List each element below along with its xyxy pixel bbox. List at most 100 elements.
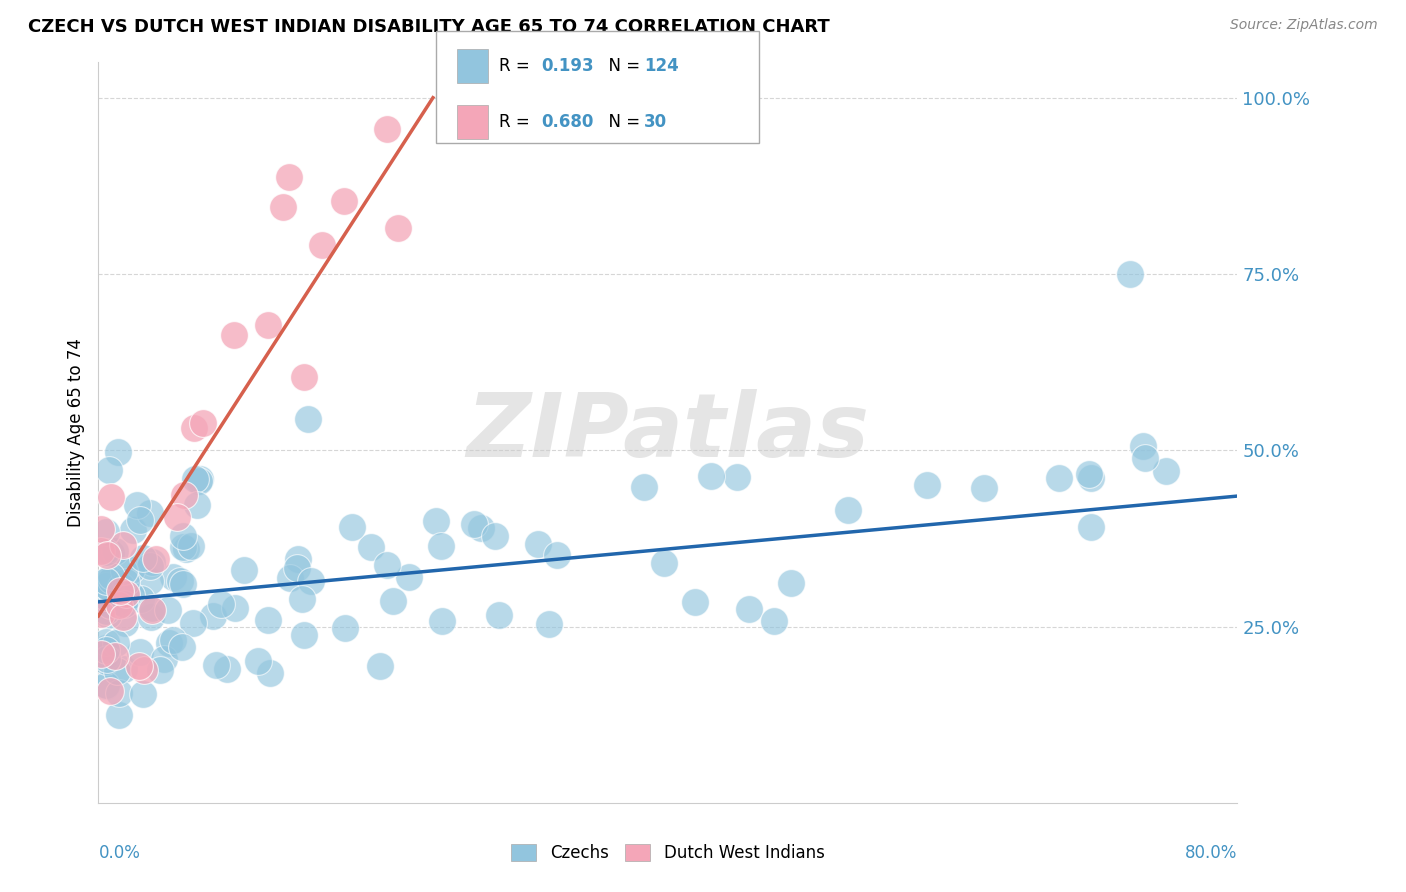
Point <box>94 590 117 604</box>
Point <box>115 574 138 589</box>
Point <box>333 194 356 208</box>
Point <box>169 574 191 589</box>
Point <box>425 514 447 528</box>
Point <box>94 654 117 668</box>
Point <box>488 607 510 622</box>
Point <box>166 509 188 524</box>
Point <box>1077 467 1099 482</box>
Point <box>224 327 246 342</box>
Point <box>725 470 748 484</box>
Point <box>96 652 118 666</box>
Text: 80.0%: 80.0% <box>1185 844 1237 862</box>
Point <box>98 598 121 612</box>
Point <box>463 516 485 531</box>
Point <box>90 607 112 621</box>
Point <box>94 649 117 664</box>
Point <box>97 593 120 607</box>
Point <box>215 662 238 676</box>
Point <box>201 609 224 624</box>
Point <box>204 658 226 673</box>
Point <box>172 576 194 591</box>
Legend: Czechs, Dutch West Indians: Czechs, Dutch West Indians <box>505 837 831 869</box>
Point <box>157 636 180 650</box>
Text: CZECH VS DUTCH WEST INDIAN DISABILITY AGE 65 TO 74 CORRELATION CHART: CZECH VS DUTCH WEST INDIAN DISABILITY AG… <box>28 18 830 36</box>
Point <box>94 678 117 692</box>
Point <box>94 545 117 559</box>
Point <box>120 563 142 577</box>
Point <box>280 571 302 585</box>
Point <box>700 469 723 483</box>
Point <box>172 640 194 655</box>
Point <box>98 462 121 476</box>
Point <box>141 601 163 615</box>
Point <box>209 597 232 611</box>
Point <box>546 548 568 562</box>
Point <box>100 546 122 560</box>
Point <box>527 537 550 551</box>
Point <box>1154 464 1177 478</box>
Point <box>387 220 409 235</box>
Point <box>1047 471 1070 485</box>
Point <box>108 584 131 599</box>
Point <box>1135 450 1157 465</box>
Point <box>132 687 155 701</box>
Point <box>134 663 156 677</box>
Point <box>291 591 314 606</box>
Point <box>94 579 117 593</box>
Point <box>94 643 117 657</box>
Point <box>112 564 135 578</box>
Point <box>122 523 145 537</box>
Text: 0.0%: 0.0% <box>98 844 141 862</box>
Point <box>105 636 128 650</box>
Point <box>100 490 122 504</box>
Text: Source: ZipAtlas.com: Source: ZipAtlas.com <box>1230 18 1378 32</box>
Point <box>181 616 204 631</box>
Text: 30: 30 <box>644 113 666 131</box>
Point <box>183 421 205 435</box>
Point <box>128 659 150 673</box>
Point <box>162 633 184 648</box>
Point <box>256 318 278 332</box>
Point <box>120 588 142 602</box>
Point <box>915 478 938 492</box>
Point <box>153 652 176 666</box>
Point <box>484 529 506 543</box>
Point <box>94 604 117 618</box>
Point <box>297 412 319 426</box>
Point <box>162 570 184 584</box>
Point <box>186 499 208 513</box>
Point <box>311 237 333 252</box>
Point <box>172 529 194 543</box>
Point <box>232 563 254 577</box>
Point <box>183 472 205 486</box>
Point <box>370 659 392 673</box>
Text: 124: 124 <box>644 57 679 75</box>
Y-axis label: Disability Age 65 to 74: Disability Age 65 to 74 <box>66 338 84 527</box>
Point <box>763 614 786 628</box>
Point <box>470 521 492 535</box>
Point <box>381 594 404 608</box>
Point <box>285 560 308 574</box>
Point <box>172 540 194 554</box>
Point <box>98 578 121 592</box>
Point <box>259 666 281 681</box>
Point <box>149 663 172 677</box>
Point <box>98 684 121 698</box>
Point <box>112 610 135 624</box>
Point <box>108 579 131 593</box>
Point <box>90 647 112 661</box>
Point <box>375 558 398 573</box>
Point <box>430 540 453 554</box>
Text: N =: N = <box>598 113 645 131</box>
Point <box>139 610 162 624</box>
Point <box>837 503 859 517</box>
Point <box>1132 439 1154 453</box>
Point <box>652 556 675 570</box>
Point <box>108 707 131 722</box>
Point <box>180 539 202 553</box>
Point <box>537 616 560 631</box>
Text: ZIPatlas: ZIPatlas <box>467 389 869 476</box>
Point <box>108 686 131 700</box>
Point <box>112 662 135 676</box>
Point <box>141 603 163 617</box>
